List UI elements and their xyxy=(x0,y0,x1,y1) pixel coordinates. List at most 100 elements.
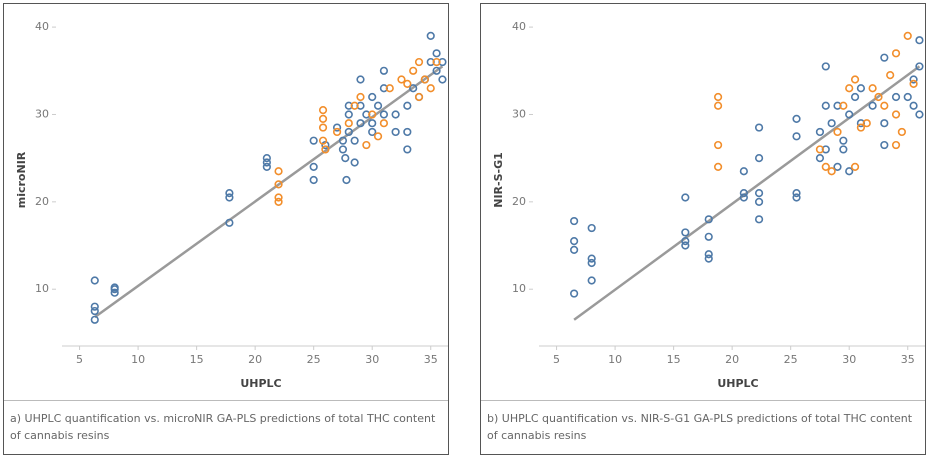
point xyxy=(409,84,418,93)
x-tick-label: 20 xyxy=(725,353,739,366)
point xyxy=(262,162,271,171)
point xyxy=(874,92,883,102)
point xyxy=(915,36,924,45)
point xyxy=(815,154,825,163)
point xyxy=(426,84,435,93)
x-tick-label: 25 xyxy=(307,353,321,366)
point xyxy=(839,136,848,145)
y-tick-label: 30 xyxy=(512,107,526,120)
y-tick-label: 30 xyxy=(35,107,49,120)
point xyxy=(714,101,723,110)
point xyxy=(341,154,350,163)
x-tick-label: 30 xyxy=(842,353,856,366)
point xyxy=(827,167,836,176)
point xyxy=(342,175,351,185)
y-tick-label: 40 xyxy=(512,20,526,33)
point xyxy=(432,49,441,58)
point xyxy=(332,123,342,132)
point xyxy=(714,162,723,171)
point xyxy=(379,110,389,119)
point xyxy=(915,110,924,119)
point xyxy=(845,110,854,119)
point xyxy=(833,162,842,171)
point xyxy=(368,110,377,119)
point xyxy=(90,302,99,311)
x-tick-label: 35 xyxy=(901,353,915,366)
point xyxy=(403,79,412,88)
point xyxy=(704,215,713,224)
point xyxy=(262,154,271,163)
point xyxy=(587,254,596,263)
point xyxy=(681,193,690,202)
point xyxy=(403,127,412,137)
point xyxy=(815,145,825,154)
point xyxy=(90,306,99,316)
point xyxy=(570,237,579,246)
point xyxy=(438,75,447,84)
point xyxy=(262,158,271,167)
point xyxy=(891,92,901,102)
point xyxy=(225,189,234,198)
point xyxy=(821,162,830,171)
point xyxy=(915,62,924,71)
point xyxy=(274,193,283,202)
y-axis-title: NIR-S-G1 xyxy=(492,152,505,208)
x-tick-label: 10 xyxy=(608,353,622,366)
point xyxy=(368,127,377,137)
point xyxy=(379,66,389,75)
point xyxy=(274,180,283,189)
point xyxy=(821,62,830,71)
point xyxy=(350,158,359,167)
point xyxy=(570,216,579,226)
point xyxy=(739,193,748,202)
point xyxy=(821,101,830,110)
point xyxy=(739,167,748,176)
point xyxy=(880,101,889,110)
point xyxy=(309,175,318,185)
point xyxy=(792,132,801,141)
point xyxy=(714,92,723,102)
x-axis-title: UHPLC xyxy=(240,377,281,390)
point xyxy=(850,75,860,84)
point xyxy=(903,31,912,40)
point xyxy=(379,119,389,128)
point xyxy=(356,75,365,84)
point xyxy=(845,167,854,176)
x-tick-label: 15 xyxy=(667,353,681,366)
point xyxy=(420,75,429,84)
point xyxy=(414,57,424,67)
point xyxy=(909,75,918,84)
y-tick-label: 40 xyxy=(35,20,49,33)
point xyxy=(856,84,866,93)
point xyxy=(754,154,764,163)
point xyxy=(350,101,359,110)
point xyxy=(704,250,713,259)
point xyxy=(403,145,412,154)
point xyxy=(350,136,359,145)
point xyxy=(225,193,234,202)
point xyxy=(225,218,234,227)
point xyxy=(318,114,328,123)
x-tick-label: 25 xyxy=(784,353,798,366)
point xyxy=(880,140,889,150)
point xyxy=(792,189,801,198)
point xyxy=(827,119,836,128)
point xyxy=(338,145,348,154)
point xyxy=(754,189,764,198)
point xyxy=(332,127,342,137)
point xyxy=(362,140,371,150)
caption: b) UHPLC quantification vs. NIR-S-G1 GA-… xyxy=(481,400,925,444)
point xyxy=(321,145,330,154)
point xyxy=(344,127,353,137)
point xyxy=(839,101,848,110)
point xyxy=(432,66,441,75)
point xyxy=(839,145,848,154)
point xyxy=(90,315,99,324)
point xyxy=(754,197,764,206)
point xyxy=(754,215,764,224)
point xyxy=(344,119,353,128)
point xyxy=(368,92,377,102)
panel: 10 20 30 40 5 10 15 20 25 30 35 UHPLC microNIR a) UHP… xyxy=(3,3,449,455)
point xyxy=(587,276,596,285)
point xyxy=(815,127,825,137)
